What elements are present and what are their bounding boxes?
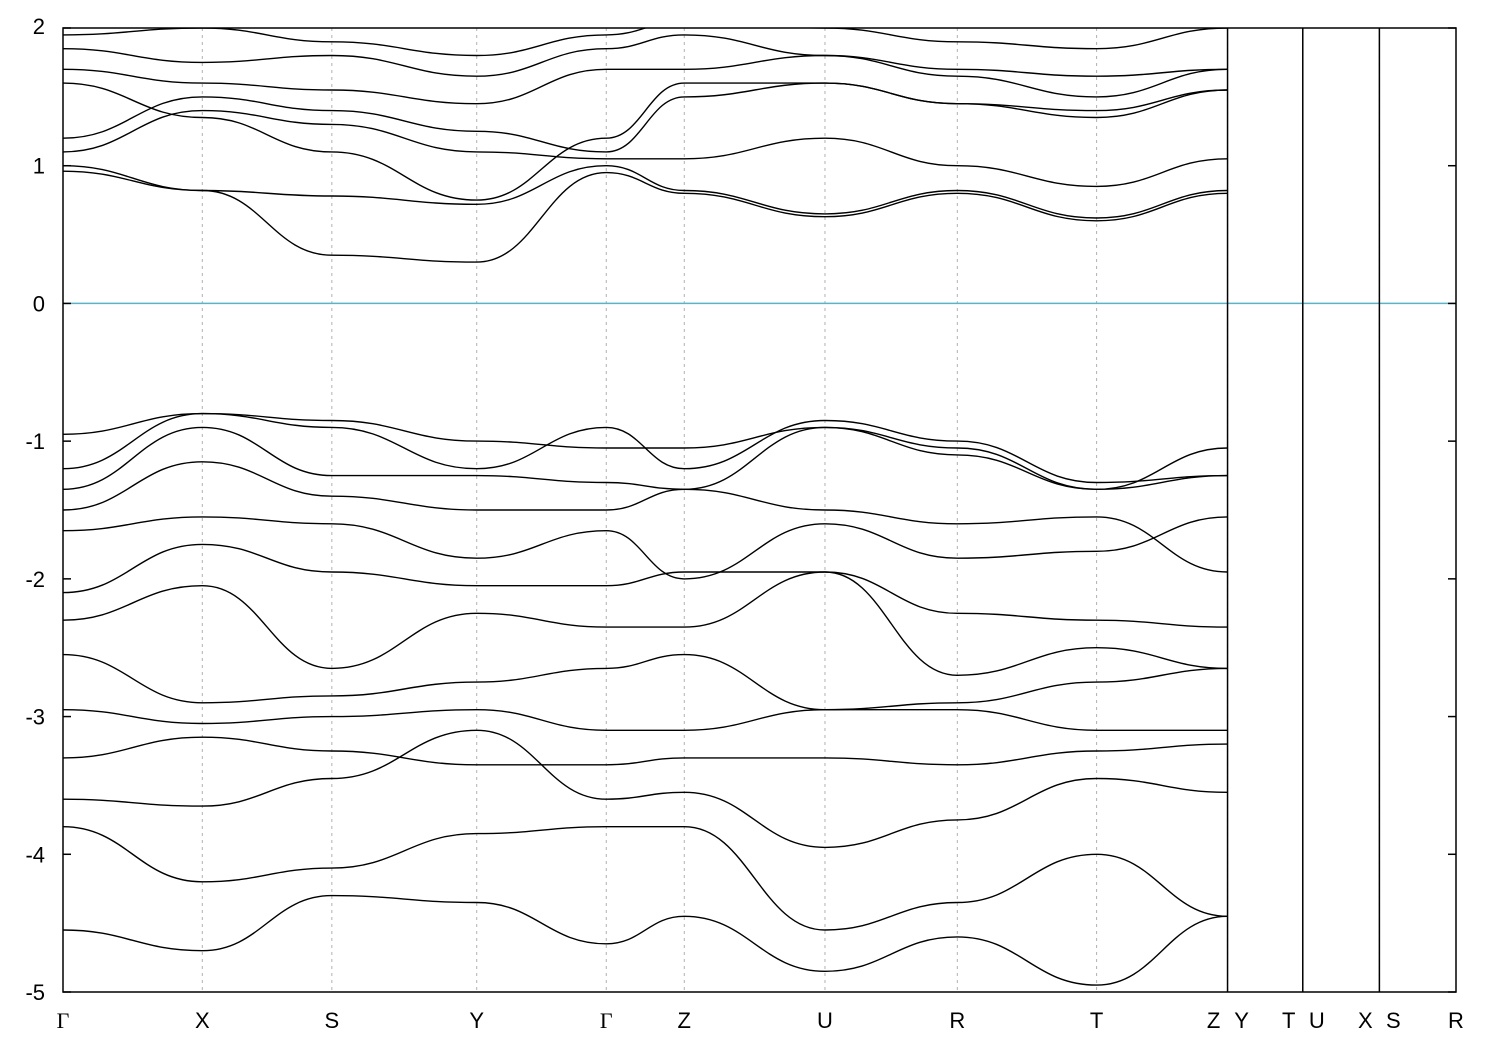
band-16 bbox=[63, 708, 1228, 732]
band-5 bbox=[63, 54, 1228, 105]
band-3 bbox=[63, 82, 1228, 153]
k-point-gridlines bbox=[201, 28, 1380, 992]
band-19 bbox=[63, 825, 1228, 931]
x-tick-label-15: R bbox=[1448, 1008, 1464, 1033]
y-axis-ticks: 2 1 0 -1 -2 -3 -4 -5 bbox=[25, 14, 1456, 1005]
band-11 bbox=[63, 461, 1228, 573]
band-18 bbox=[63, 729, 1228, 849]
x-tick-label-11: T bbox=[1282, 1008, 1295, 1033]
band-15 bbox=[63, 653, 1228, 711]
band-10 bbox=[63, 426, 1228, 491]
y-tick-label-4: -2 bbox=[25, 567, 45, 592]
x-tick-label-2: S bbox=[325, 1008, 340, 1033]
y-tick-label-7: -5 bbox=[25, 980, 45, 1005]
y-tick-label-0: 2 bbox=[33, 14, 45, 39]
x-tick-label-12: U bbox=[1309, 1008, 1325, 1033]
x-tick-label-6: U bbox=[817, 1008, 833, 1033]
x-tick-label-0: Γ bbox=[57, 1008, 70, 1033]
y-tick-label-2: 0 bbox=[33, 291, 45, 316]
x-tick-label-4: Γ bbox=[600, 1008, 613, 1033]
segment-breaks bbox=[1226, 28, 1381, 992]
y-tick-label-5: -3 bbox=[25, 705, 45, 730]
band-17 bbox=[63, 736, 1228, 766]
x-tick-label-1: X bbox=[195, 1008, 210, 1033]
band-2 bbox=[63, 109, 1228, 188]
band-lines bbox=[63, 28, 1228, 986]
band-6 bbox=[63, 34, 1228, 77]
band-0 bbox=[63, 170, 1228, 263]
y-tick-label-3: -1 bbox=[25, 429, 45, 454]
x-tick-label-13: X bbox=[1358, 1008, 1373, 1033]
y-tick-label-6: -4 bbox=[25, 842, 45, 867]
band-7 bbox=[63, 28, 1228, 57]
x-tick-label-7: R bbox=[949, 1008, 965, 1033]
band-4 bbox=[63, 82, 1228, 201]
band-1 bbox=[63, 164, 1228, 219]
x-tick-label-9: Z bbox=[1207, 1008, 1220, 1033]
x-tick-label-5: Z bbox=[678, 1008, 691, 1033]
x-tick-label-14: S bbox=[1386, 1008, 1401, 1033]
band-14 bbox=[63, 571, 1228, 677]
band-20 bbox=[63, 894, 1228, 986]
x-tick-label-10: Y bbox=[1234, 1008, 1249, 1033]
band-9 bbox=[63, 412, 1228, 484]
plot-frame bbox=[62, 27, 1457, 993]
y-tick-label-1: 1 bbox=[33, 154, 45, 179]
band-8 bbox=[63, 412, 1228, 491]
x-tick-label-3: Y bbox=[469, 1008, 484, 1033]
band-13 bbox=[63, 543, 1228, 628]
band-12 bbox=[63, 516, 1228, 580]
x-tick-label-8: T bbox=[1090, 1008, 1103, 1033]
